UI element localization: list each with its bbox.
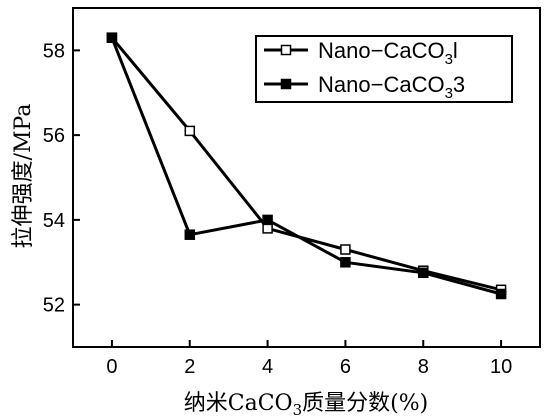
series-2-point-2 bbox=[262, 214, 273, 226]
legend-label-series-1: Nano−CaCO3l bbox=[318, 38, 458, 68]
x-axis-title: 纳米CaCO3质量分数(%) bbox=[184, 391, 428, 418]
y-axis-ticks: 52 54 56 58 bbox=[43, 40, 80, 317]
x-axis-title-main: 纳米CaCO bbox=[184, 391, 293, 416]
legend-marker-series-1 bbox=[280, 44, 292, 56]
x-tick-label-2: 4 bbox=[262, 356, 273, 378]
x-tick-label-5: 10 bbox=[490, 356, 512, 378]
legend-label-series-1-subscript: 3 bbox=[445, 51, 453, 68]
series-1-point-1 bbox=[184, 125, 196, 137]
legend: Nano−CaCO3l Nano−CaCO33 bbox=[255, 35, 513, 103]
series-2-point-4 bbox=[418, 267, 429, 279]
y-tick-label-2: 56 bbox=[43, 125, 65, 147]
legend-marker-series-2 bbox=[280, 78, 292, 90]
plot-frame bbox=[72, 7, 541, 348]
y-tick-label-3: 58 bbox=[43, 40, 65, 62]
x-axis-ticks: 0 2 4 6 8 10 bbox=[106, 340, 512, 378]
series-1-line bbox=[110, 36, 502, 292]
x-axis-title-subscript: 3 bbox=[293, 401, 303, 418]
series-2-point-5 bbox=[495, 288, 507, 300]
series-2-line bbox=[110, 37, 502, 296]
series-2-point-0 bbox=[106, 32, 118, 43]
legend-label-series-1-main: Nano−CaCO bbox=[318, 38, 445, 63]
y-tick-label-1: 54 bbox=[43, 210, 65, 232]
series-1-point-3 bbox=[340, 244, 351, 255]
legend-label-series-2: Nano−CaCO33 bbox=[318, 72, 465, 102]
series-2-point-1 bbox=[184, 229, 196, 240]
x-tick-label-4: 8 bbox=[418, 356, 429, 378]
legend-label-series-2-suffix: 3 bbox=[453, 72, 465, 97]
legend-box bbox=[255, 35, 513, 103]
legend-entry-series-1: Nano−CaCO3l bbox=[264, 38, 458, 68]
series-2 bbox=[106, 32, 507, 300]
series-2-point-3 bbox=[340, 257, 351, 268]
series-layer bbox=[106, 32, 507, 300]
x-tick-label-3: 6 bbox=[340, 356, 351, 378]
y-tick-label-0: 52 bbox=[43, 295, 65, 317]
y-axis-title: 拉伸强度/MPa bbox=[11, 104, 36, 249]
x-tick-label-1: 2 bbox=[184, 356, 195, 378]
legend-label-series-1-suffix: l bbox=[453, 38, 458, 63]
series-1-point-2 bbox=[262, 223, 273, 234]
x-tick-label-0: 0 bbox=[106, 356, 117, 378]
legend-label-series-2-main: Nano−CaCO bbox=[318, 72, 445, 97]
legend-label-series-2-subscript: 3 bbox=[445, 85, 453, 102]
x-axis-title-suffix: 质量分数(%) bbox=[302, 391, 428, 416]
legend-entry-series-2: Nano−CaCO33 bbox=[264, 72, 465, 102]
